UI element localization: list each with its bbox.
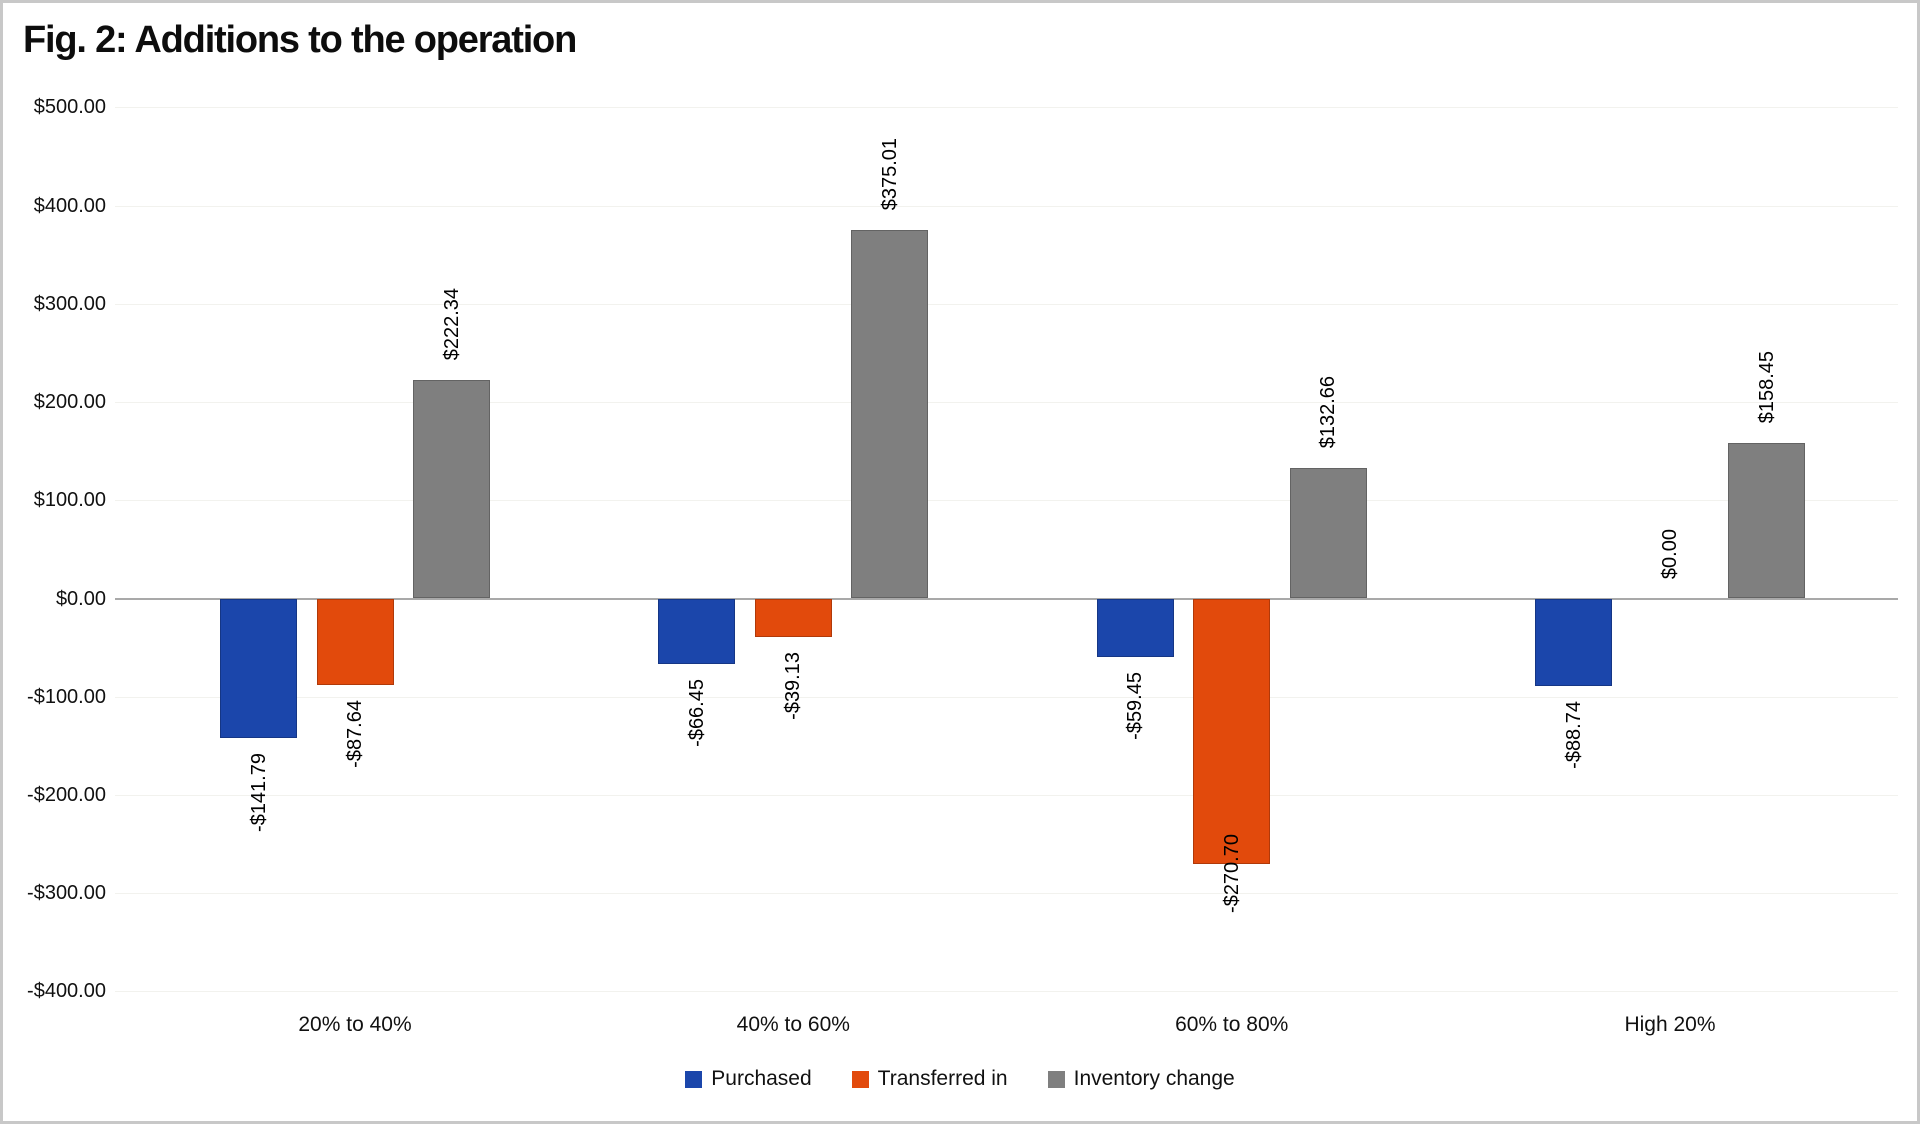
x-axis-category-label-high-20: High 20% xyxy=(1624,1013,1716,1036)
gridline xyxy=(115,303,1898,305)
bar-transferred-in-20-to-40 xyxy=(316,598,394,685)
y-axis-tick-label: $500.00 xyxy=(33,96,106,119)
legend-item-inventory-change: Inventory change xyxy=(1047,1067,1235,1091)
bar-value-label: $222.34 xyxy=(440,287,463,361)
bar-value-label: -$270.70 xyxy=(1220,834,1243,914)
y-axis-tick-label: $400.00 xyxy=(33,194,106,217)
bar-value-label: -$39.13 xyxy=(782,651,805,720)
x-axis-category-label-60-to-80: 60% to 80% xyxy=(1175,1013,1289,1036)
chart-title: Fig. 2: Additions to the operation xyxy=(23,19,577,61)
y-axis-tick-label: -$100.00 xyxy=(27,685,106,708)
x-axis-line xyxy=(115,597,1898,600)
bar-value-label: -$141.79 xyxy=(247,752,270,832)
y-axis-tick-label: -$300.00 xyxy=(27,882,106,905)
gridline xyxy=(115,696,1898,698)
legend-item-purchased: Purchased xyxy=(685,1067,812,1091)
bar-purchased-60-to-80 xyxy=(1096,598,1174,657)
bar-value-label: -$66.45 xyxy=(685,678,708,747)
legend-item-label: Inventory change xyxy=(1073,1067,1235,1090)
bar-value-label: $132.66 xyxy=(1317,375,1340,449)
y-axis-tick-label: -$400.00 xyxy=(27,980,106,1003)
y-axis-tick-label: $200.00 xyxy=(33,391,106,414)
bar-value-label: $0.00 xyxy=(1659,529,1681,580)
legend-item-transferred-in: Transferred in xyxy=(851,1067,1008,1091)
bar-inventory-change-60-to-80 xyxy=(1289,468,1367,599)
bar-transferred-in-60-to-80 xyxy=(1193,598,1271,865)
gridline xyxy=(115,107,1898,109)
x-axis-category-label-40-to-60: 40% to 60% xyxy=(736,1013,850,1036)
bar-transferred-in-40-to-60 xyxy=(754,598,832,637)
gridline xyxy=(115,893,1898,895)
bar-value-label: -$87.64 xyxy=(344,699,366,768)
gridline xyxy=(115,402,1898,404)
x-axis-category-label-20-to-40: 20% to 40% xyxy=(298,1013,412,1036)
bar-inventory-change-high-20 xyxy=(1728,442,1805,599)
legend-item-label: Transferred in xyxy=(877,1067,1008,1090)
bar-inventory-change-20-to-40 xyxy=(413,380,490,599)
gridline xyxy=(115,500,1898,502)
y-axis-tick-label: $100.00 xyxy=(33,489,106,512)
bar-purchased-40-to-60 xyxy=(658,598,736,664)
legend-swatch-purchased xyxy=(685,1070,703,1088)
legend-swatch-transferred-in xyxy=(851,1070,869,1088)
gridline xyxy=(115,205,1898,207)
bar-value-label: -$88.74 xyxy=(1562,700,1585,769)
y-axis-tick-label: $0.00 xyxy=(55,587,106,610)
legend-swatch-inventory-change xyxy=(1047,1070,1065,1088)
y-axis-tick-label: $300.00 xyxy=(33,292,106,315)
bar-purchased-20-to-40 xyxy=(220,598,297,738)
bar-value-label: $158.45 xyxy=(1755,350,1778,423)
bar-value-label: -$59.45 xyxy=(1124,671,1147,740)
gridline xyxy=(115,991,1898,993)
legend-item-label: Purchased xyxy=(711,1067,812,1090)
y-axis-tick-label: -$200.00 xyxy=(27,783,106,806)
bar-purchased-high-20 xyxy=(1535,598,1612,686)
legend: Purchased Transferred in Inventory change xyxy=(3,1067,1917,1091)
gridline xyxy=(115,794,1898,796)
bar-value-label: $375.01 xyxy=(878,137,901,211)
bar-inventory-change-40-to-60 xyxy=(851,230,929,599)
